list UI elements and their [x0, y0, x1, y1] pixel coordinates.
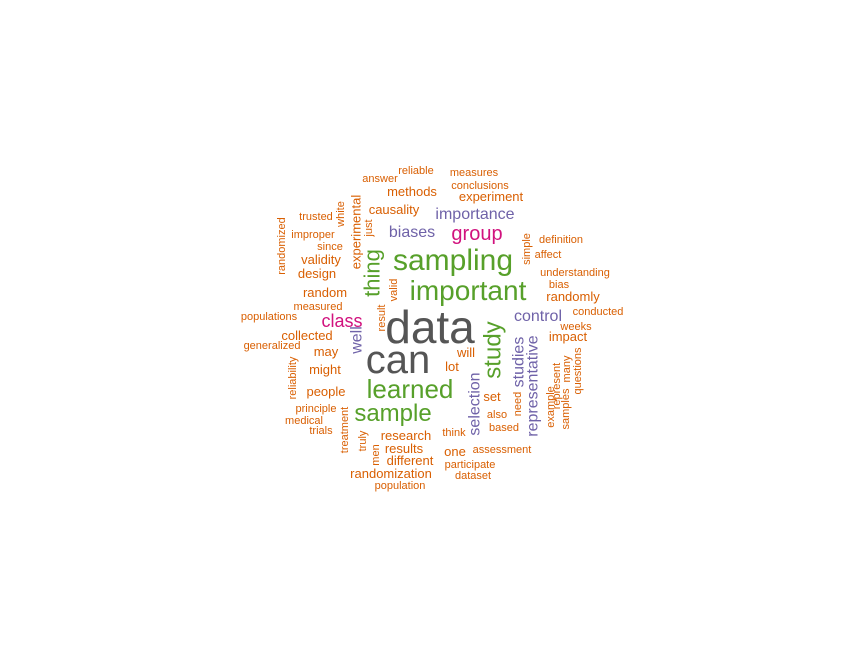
- word-also: also: [487, 409, 507, 421]
- word-answer: answer: [362, 173, 398, 185]
- word-randomized: randomized: [276, 217, 288, 274]
- word-impact: impact: [549, 329, 588, 344]
- word-valid: valid: [388, 279, 400, 302]
- word-understanding: understanding: [540, 267, 610, 279]
- word-questions: questions: [572, 347, 584, 395]
- word-treatment: treatment: [339, 407, 351, 453]
- word-different: different: [387, 453, 434, 468]
- word-thing: thing: [360, 249, 385, 297]
- word-sample: sample: [354, 400, 431, 427]
- word-sampling: sampling: [393, 244, 513, 277]
- word-can: can: [366, 338, 431, 382]
- word-randomization: randomization: [350, 466, 432, 481]
- word-studies: studies: [511, 337, 528, 388]
- word-result: result: [376, 305, 388, 332]
- word-biases: biases: [389, 224, 435, 241]
- word-affect: affect: [535, 249, 562, 261]
- word-think: think: [442, 427, 466, 439]
- word-design: design: [298, 266, 336, 281]
- word-white: white: [335, 201, 347, 228]
- word-reliable: reliable: [398, 165, 433, 177]
- word-conducted: conducted: [573, 306, 624, 318]
- word-since: since: [317, 241, 343, 253]
- word-populations: populations: [241, 311, 298, 323]
- word-selection: selection: [467, 372, 484, 435]
- word-example: example: [545, 386, 557, 428]
- word-medical: medical: [285, 415, 323, 427]
- word-definition: definition: [539, 234, 583, 246]
- word-research: research: [381, 428, 432, 443]
- word-dataset: dataset: [455, 470, 491, 482]
- word-may: may: [314, 344, 339, 359]
- word-class: class: [321, 311, 362, 331]
- word-learned: learned: [367, 374, 454, 404]
- word-results: results: [385, 441, 424, 456]
- word-trials: trials: [309, 425, 333, 437]
- word-one: one: [444, 444, 466, 459]
- word-represent: represent: [551, 363, 563, 409]
- word-men: men: [370, 444, 382, 465]
- word-will: will: [456, 345, 475, 360]
- word-experimental: experimental: [349, 195, 364, 270]
- word-might: might: [309, 362, 341, 377]
- word-set: set: [483, 389, 501, 404]
- word-representative: representative: [525, 335, 542, 436]
- word-samples: samples: [560, 388, 572, 429]
- word-simple: simple: [521, 233, 533, 265]
- word-random: random: [303, 285, 347, 300]
- word-measures: measures: [450, 167, 499, 179]
- word-participate: participate: [445, 459, 496, 471]
- word-well: well: [349, 326, 366, 355]
- word-principle: principle: [296, 403, 337, 415]
- word-methods: methods: [387, 184, 437, 199]
- word-conclusions: conclusions: [451, 180, 509, 192]
- word-measured: measured: [294, 301, 343, 313]
- word-improper: improper: [291, 229, 335, 241]
- word-collected: collected: [281, 328, 332, 343]
- word-need: need: [512, 392, 524, 416]
- word-causality: causality: [369, 202, 420, 217]
- word-group: group: [451, 223, 502, 245]
- word-lot: lot: [445, 359, 459, 374]
- word-people: people: [306, 384, 345, 399]
- word-data: data: [385, 301, 475, 353]
- word-reliability: reliability: [287, 356, 299, 399]
- word-weeks: weeks: [559, 321, 592, 333]
- word-generalized: generalized: [244, 340, 301, 352]
- word-control: control: [514, 308, 562, 325]
- word-bias: bias: [549, 279, 570, 291]
- word-truly: truly: [357, 430, 369, 451]
- word-assessment: assessment: [473, 444, 532, 456]
- word-important: important: [410, 275, 527, 306]
- word-based: based: [489, 422, 519, 434]
- word-importance: importance: [435, 206, 514, 223]
- word-validity: validity: [301, 252, 341, 267]
- word-trusted: trusted: [299, 211, 333, 223]
- word-study: study: [480, 321, 507, 378]
- word-many: many: [561, 355, 573, 382]
- word-experiment: experiment: [459, 189, 524, 204]
- word-just: just: [363, 219, 375, 237]
- word-population: population: [375, 480, 426, 492]
- word-randomly: randomly: [546, 289, 600, 304]
